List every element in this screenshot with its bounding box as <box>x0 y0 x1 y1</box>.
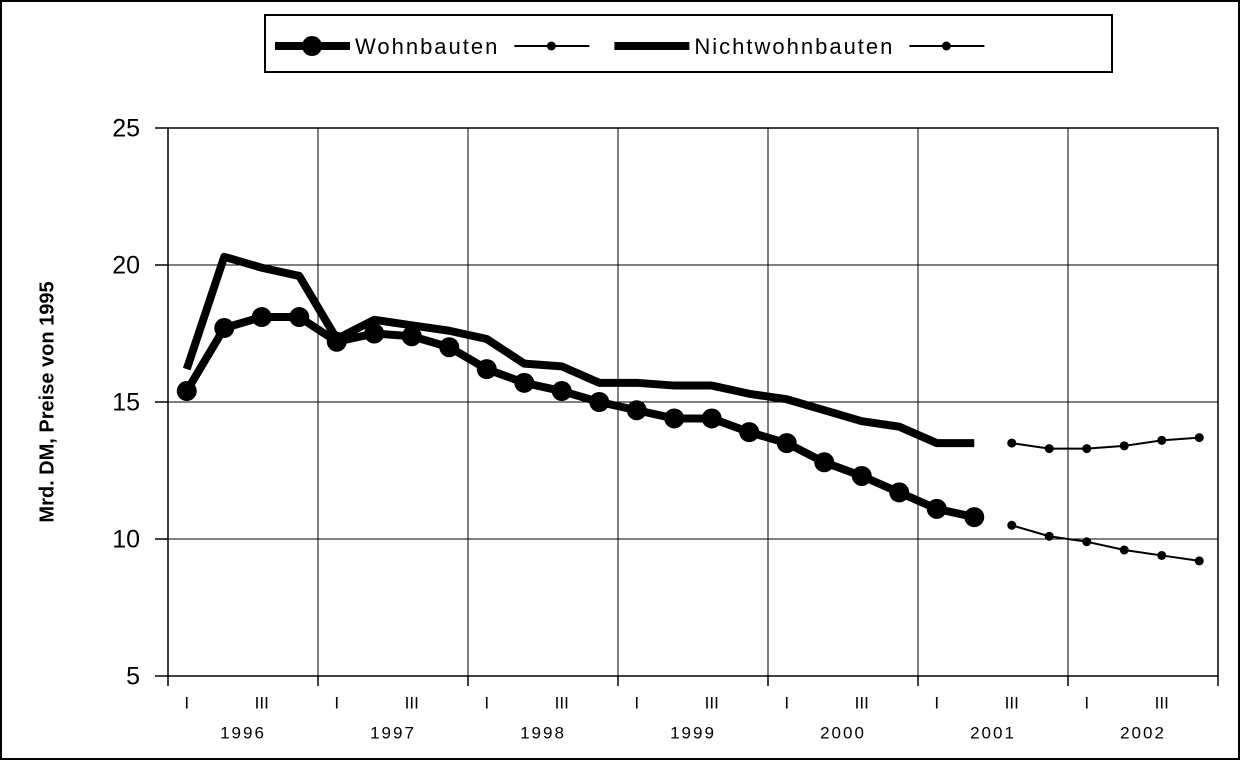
series-marker <box>476 359 497 380</box>
x-tick-label: I <box>784 693 789 712</box>
y-tick-label: 25 <box>112 115 140 143</box>
series-marker <box>814 452 835 473</box>
x-tick-label: III <box>555 693 569 712</box>
legend-marker <box>941 41 951 51</box>
series-marker <box>964 507 985 528</box>
year-label: 1999 <box>670 723 716 742</box>
legend-marker <box>546 41 556 51</box>
year-label: 2001 <box>970 723 1016 742</box>
series-marker <box>551 381 572 402</box>
legend-label: Nichtwohnbauten <box>694 34 894 59</box>
x-tick-label: III <box>855 693 869 712</box>
series-marker <box>514 372 535 393</box>
year-label: 2000 <box>820 723 866 742</box>
x-tick-label: III <box>255 693 269 712</box>
series-marker <box>401 326 422 347</box>
series-line <box>183 313 976 521</box>
y-tick-label: 15 <box>112 389 140 417</box>
year-label: 1998 <box>520 723 566 742</box>
series-marker <box>214 318 235 339</box>
x-tick-label: I <box>1084 693 1089 712</box>
year-label: 1996 <box>220 723 266 742</box>
series-marker <box>176 381 197 402</box>
series-line <box>182 252 975 448</box>
series-marker <box>1157 550 1167 560</box>
legend-label: Wohnbauten <box>355 34 499 59</box>
legend-marker <box>302 36 322 56</box>
series-marker <box>589 392 610 412</box>
series-marker <box>701 408 722 429</box>
series-marker <box>851 465 872 486</box>
x-tick-label: I <box>334 693 339 712</box>
y-tick-label: 5 <box>126 663 140 691</box>
y-tick-label: 10 <box>112 526 140 554</box>
year-label: 2002 <box>1120 723 1166 742</box>
series-marker <box>889 482 910 503</box>
series-marker <box>1157 435 1167 445</box>
series-marker <box>1119 441 1129 451</box>
series-marker <box>1007 438 1017 448</box>
series-marker <box>251 307 272 328</box>
series-marker <box>364 323 385 344</box>
x-tick-label: I <box>484 693 489 712</box>
x-tick-label: I <box>184 693 189 712</box>
series-marker <box>1082 537 1092 547</box>
series-marker <box>439 337 460 358</box>
x-tick-label: I <box>934 693 939 712</box>
x-tick-label: III <box>1005 693 1019 712</box>
series-marker <box>739 422 760 443</box>
x-tick-label: I <box>634 693 639 712</box>
series-marker <box>1194 433 1204 443</box>
series-marker <box>289 307 310 328</box>
y-tick-label: 20 <box>112 252 140 280</box>
series-marker <box>1119 545 1129 555</box>
series-marker <box>626 400 647 421</box>
x-tick-label: III <box>1155 693 1169 712</box>
series-marker <box>926 498 947 519</box>
y-axis-title: Mrd. DM, Preise von 1995 <box>36 281 58 522</box>
series-marker <box>1082 444 1092 454</box>
series-marker <box>776 433 797 454</box>
series-marker <box>1007 520 1017 530</box>
series-marker <box>1044 531 1054 541</box>
x-tick-label: III <box>705 693 719 712</box>
series-marker <box>1194 556 1204 566</box>
year-label: 1997 <box>370 723 416 742</box>
series-marker <box>664 408 685 429</box>
series-line <box>1011 524 1200 562</box>
series-marker <box>1044 444 1054 454</box>
x-tick-label: III <box>405 693 419 712</box>
series-line <box>1011 436 1200 450</box>
